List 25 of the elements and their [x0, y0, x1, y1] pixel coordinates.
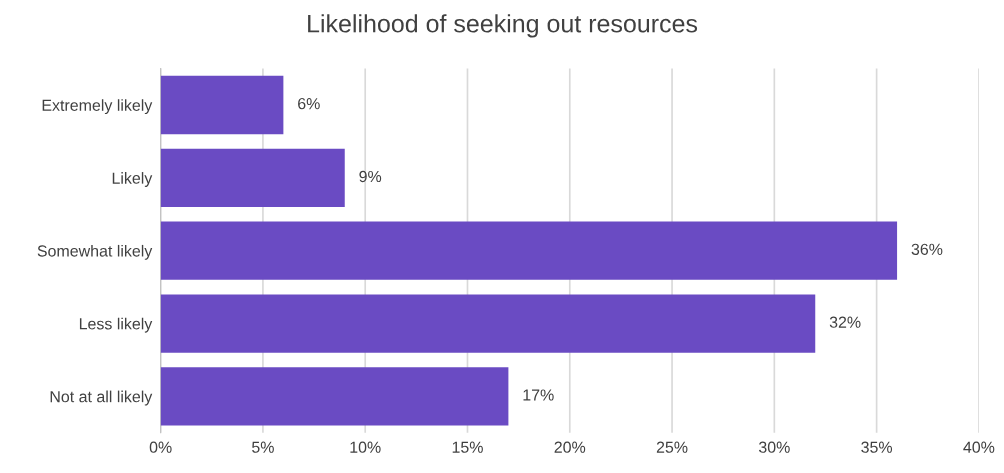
x-tick-label: 0%	[149, 441, 172, 453]
chart-title: Likelihood of seeking out resources	[308, 14, 698, 38]
x-tick-label: 5%	[252, 441, 274, 453]
bar	[160, 221, 898, 280]
data-label: 6%	[298, 97, 320, 110]
bar	[160, 148, 345, 207]
bar	[160, 367, 509, 426]
x-tick-label: 10%	[350, 441, 381, 453]
x-tick-label: 40%	[963, 441, 995, 453]
y-tick-label: Somewhat likely	[37, 244, 153, 260]
data-label: 36%	[911, 243, 943, 255]
y-tick-label: Not at all likely	[50, 390, 153, 406]
bar	[160, 75, 284, 135]
y-tick-label: Extremely likely	[42, 99, 153, 115]
data-label: 17%	[523, 389, 554, 401]
x-tick-label: 25%	[656, 441, 688, 453]
y-tick-label: Less likely	[79, 317, 153, 333]
bar	[160, 294, 816, 353]
x-tick-label: 15%	[452, 441, 483, 453]
data-label: 9%	[359, 170, 382, 183]
data-label: 32%	[829, 316, 861, 328]
y-tick-label: Likely	[112, 172, 153, 187]
x-tick-label: 35%	[861, 441, 893, 453]
x-tick-label: 30%	[758, 441, 790, 453]
x-tick-label: 20%	[554, 441, 586, 453]
